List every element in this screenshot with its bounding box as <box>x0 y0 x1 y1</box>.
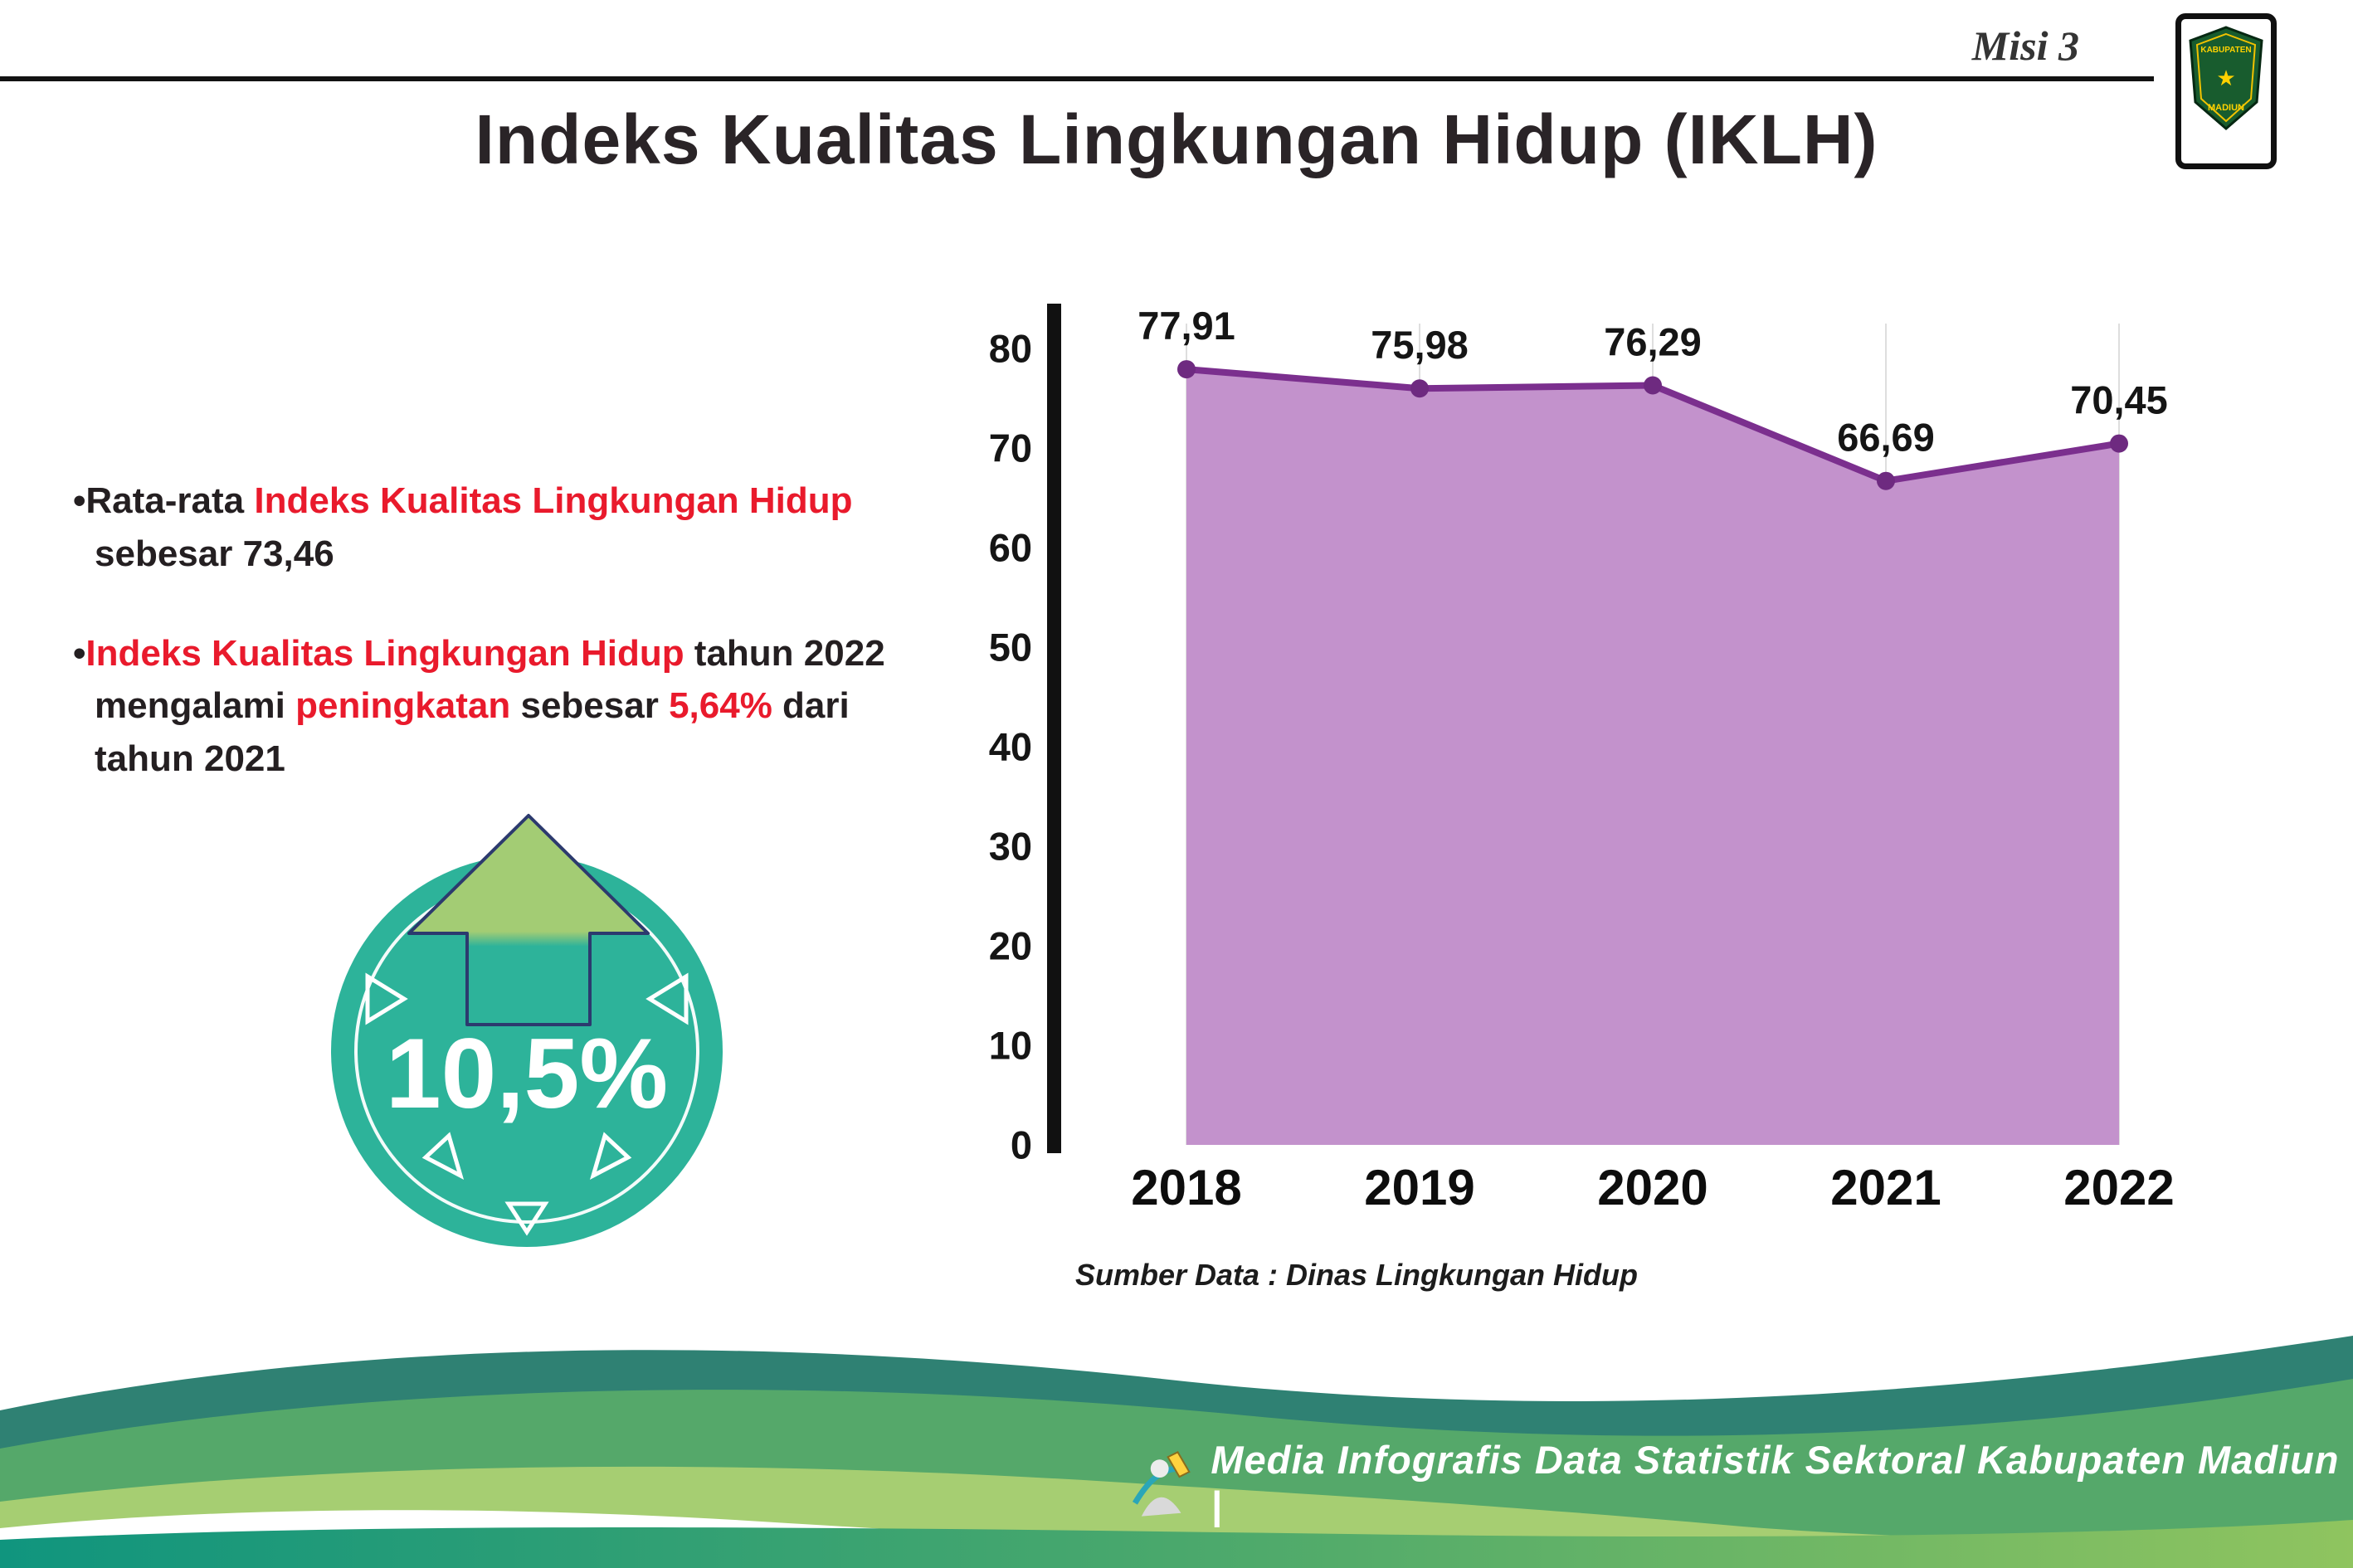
bullet1-text-1: Rata-rata <box>85 480 255 521</box>
bullet2-text-5: 5,64% <box>669 685 772 727</box>
wave-bottom-band <box>0 1520 2353 1568</box>
bullet-average-iklh: •Rata-rata Indeks Kualitas Lingkungan Hi… <box>73 475 919 581</box>
crest-shield <box>2189 26 2263 130</box>
y-tick-label: 30 <box>989 825 1032 869</box>
value-label: 77,91 <box>1138 304 1235 348</box>
crest-text-top: KABUPATEN <box>2200 46 2251 55</box>
y-tick-label: 10 <box>989 1024 1032 1068</box>
writer-head <box>1150 1458 1169 1478</box>
y-tick-label: 60 <box>989 526 1032 570</box>
value-label: 75,98 <box>1371 323 1469 367</box>
bullet2-text-6: dari tahun 2021 <box>95 685 850 780</box>
bullet2-text-1: Indeks Kualitas Lingkungan Hidup <box>85 632 684 674</box>
chart-marker <box>1410 379 1429 398</box>
tick-triangle <box>421 1132 465 1180</box>
value-label: 70,45 <box>2070 378 2168 422</box>
writer-body <box>1141 1497 1181 1517</box>
x-tick-label: 2019 <box>1364 1160 1474 1215</box>
crest-icon: KABUPATEN ★ MADIUN <box>2189 26 2263 130</box>
kabupaten-madiun-logo: KABUPATEN ★ MADIUN <box>2175 13 2277 169</box>
tick-triangle <box>365 972 408 1025</box>
increase-percentage: 10,5% <box>386 1018 668 1129</box>
tick-triangle <box>645 972 689 1025</box>
y-tick-label: 70 <box>989 426 1032 470</box>
crest-inner-border <box>2195 32 2257 123</box>
x-tick-label: 2018 <box>1131 1160 1241 1215</box>
header-rule <box>0 76 2154 81</box>
value-label: 76,29 <box>1604 320 1702 364</box>
crest-text-bottom: MADIUN <box>2208 103 2244 113</box>
pencil-icon <box>1167 1450 1191 1478</box>
chart-area <box>1186 369 2119 1145</box>
bullet2-text-3: peningkatan <box>295 685 511 727</box>
bullet-dot: • <box>73 480 86 521</box>
bullet1-text-2: Indeks Kualitas Lingkungan Hidup <box>254 480 853 521</box>
increase-badge: 10,5% <box>331 814 723 1247</box>
bullet2-text-2: tahun 2022 mengalami <box>95 632 885 727</box>
y-tick-label: 80 <box>989 327 1032 371</box>
footer-credit-text: Media Infografis Data Statistik Sektoral… <box>1211 1438 2340 1527</box>
chart-marker <box>1177 360 1196 379</box>
footer-credit-row: Media Infografis Data Statistik Sektoral… <box>1128 1437 2353 1528</box>
y-tick-label: 0 <box>1011 1123 1032 1167</box>
y-tick-label: 20 <box>989 924 1032 968</box>
tick-triangle <box>504 1201 549 1236</box>
writer-logo-icon <box>1132 1450 1191 1517</box>
value-label: 66,69 <box>1837 416 1935 460</box>
bullet2-text-4: sebesar <box>510 685 670 727</box>
x-tick-label: 2020 <box>1597 1160 1708 1215</box>
badge-circle <box>331 855 723 1247</box>
chart-marker <box>2110 434 2128 453</box>
star-icon: ★ <box>2216 66 2235 90</box>
up-arrow-icon <box>407 814 650 1026</box>
chart-marker <box>1644 376 1662 395</box>
x-tick-label: 2022 <box>2063 1160 2174 1215</box>
tick-triangle <box>589 1132 632 1180</box>
bullet1-text-3: sebesar 73,46 <box>95 533 334 574</box>
bullet-increase-2022: •Indeks Kualitas Lingkungan Hidup tahun … <box>73 627 919 786</box>
y-axis <box>1047 304 1061 1153</box>
chart-marker <box>1877 471 1895 490</box>
x-tick-label: 2021 <box>1830 1160 1941 1215</box>
misi-label: Misi 3 <box>1971 22 2079 69</box>
y-tick-label: 40 <box>989 725 1032 769</box>
data-source-caption: Sumber Data : Dinas Lingkungan Hidup <box>1074 1258 1639 1292</box>
summary-bullets: •Rata-rata Indeks Kualitas Lingkungan Hi… <box>73 475 919 832</box>
iklh-area-chart: 0 10 20 30 40 50 60 70 80 77,91 2018 75,98 2019 76,29… <box>989 304 2175 1215</box>
y-tick-label: 50 <box>989 626 1032 670</box>
bullet-dot: • <box>73 632 86 674</box>
page-title: Indeks Kualitas Lingkungan Hidup (IKLH) <box>475 100 1878 178</box>
